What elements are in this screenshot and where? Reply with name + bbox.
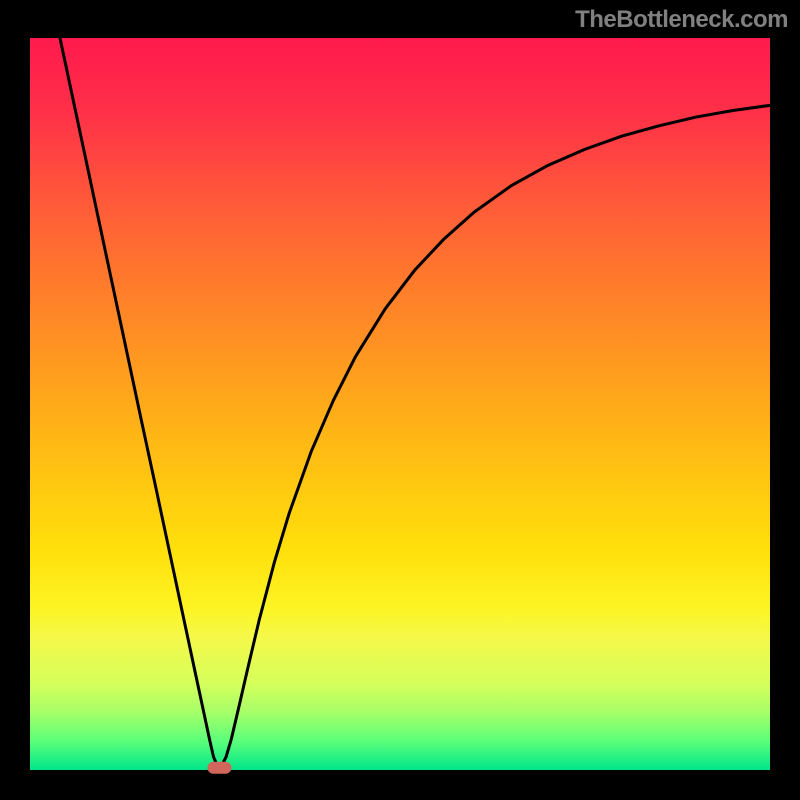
chart-container: { "watermark": { "text": "TheBottleneck.… — [0, 0, 800, 800]
chart-plot-area — [30, 38, 770, 770]
watermark-text: TheBottleneck.com — [575, 6, 788, 34]
bottleneck-chart — [0, 0, 800, 800]
optimal-marker — [207, 762, 231, 774]
